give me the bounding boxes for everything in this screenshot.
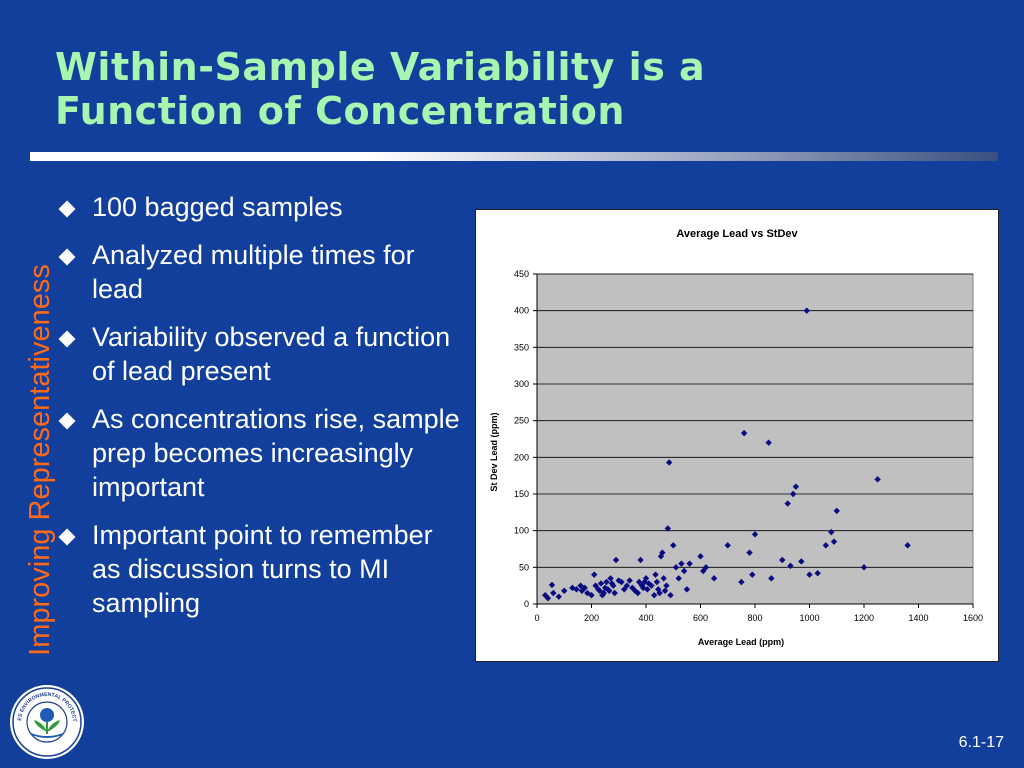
bullet-item: Important point to remember as discussio… (58, 518, 468, 620)
x-tick-label: 400 (638, 613, 653, 623)
bullet-text: Analyzed multiple times for lead (92, 240, 415, 304)
bullet-item: Analyzed multiple times for lead (58, 238, 468, 306)
x-tick-label: 800 (747, 613, 762, 623)
epa-seal-logo: UNITED STATES ENVIRONMENTAL PROTECTION A… (9, 684, 84, 759)
bullet-text: 100 bagged samples (92, 192, 343, 222)
data-point (626, 577, 633, 584)
bullet-item: 100 bagged samples (58, 190, 468, 224)
data-point (618, 578, 625, 586)
data-point (561, 587, 568, 594)
data-point (806, 571, 813, 578)
data-point (612, 556, 620, 564)
data-point (789, 490, 797, 498)
x-tick-label: 600 (693, 613, 708, 623)
y-tick-label: 250 (514, 416, 529, 426)
bullet-text: Important point to remember as discussio… (92, 520, 433, 618)
scatter-chart: Average Lead vs StDev 0 50 100 150 200 250 300… (475, 209, 999, 662)
data-point (803, 307, 810, 314)
data-point (642, 575, 650, 582)
data-point (779, 556, 786, 564)
data-point (637, 556, 644, 564)
data-point (600, 589, 607, 597)
x-tick-label: 0 (534, 613, 539, 623)
data-point (653, 578, 661, 586)
y-tick-label: 400 (514, 306, 529, 316)
y-tick-label: 450 (514, 269, 529, 279)
x-tick-label: 200 (584, 613, 599, 623)
chart-title: Average Lead vs StDev (676, 228, 798, 240)
slide-title: Within-Sample Variability is a Function … (55, 45, 955, 133)
plot-area (536, 273, 974, 605)
data-point (738, 578, 745, 586)
data-point (710, 575, 718, 582)
bullet-text: Variability observed a function of lead … (92, 322, 451, 386)
data-point (751, 531, 759, 538)
bullet-item: As concentrations rise, sample prep beco… (58, 402, 468, 504)
y-tick-label: 150 (514, 489, 529, 499)
y-axis-label: St Dev Lead (ppm) (489, 412, 499, 491)
data-point (724, 542, 731, 549)
data-point (663, 582, 670, 589)
side-title: Improving Representativeness (24, 264, 56, 656)
data-point (683, 586, 691, 593)
data-point (833, 507, 840, 515)
chart-svg: Average Lead vs StDev 0 50 100 150 200 250 300… (489, 228, 983, 647)
data-point (550, 589, 557, 597)
bullet-list: 100 bagged samples Analyzed multiple tim… (58, 190, 468, 634)
slide-number: 6.1-17 (958, 734, 1004, 751)
data-point (597, 580, 605, 587)
data-point (634, 589, 642, 597)
x-tick-label: 1200 (854, 613, 874, 623)
data-point (588, 592, 595, 599)
x-tick-label: 1600 (963, 613, 983, 623)
data-point (615, 577, 622, 584)
data-point (860, 564, 868, 571)
diamond-bullet-icon (58, 528, 76, 546)
y-tick-label: 350 (514, 342, 529, 352)
data-point (635, 578, 643, 586)
data-point (670, 542, 677, 549)
data-point (611, 589, 618, 597)
bullet-item: Variability observed a function of lead … (58, 320, 468, 388)
data-point (697, 553, 704, 560)
data-point (792, 483, 800, 490)
data-point (603, 578, 610, 586)
plot-layer: 0 50 100 150 200 250 300 350 400 450 0 200 400 600 800… (514, 269, 983, 623)
data-point (581, 584, 588, 592)
slide-title-line2: Function of Concentration (55, 89, 625, 133)
data-point (656, 589, 663, 597)
title-divider (30, 152, 998, 161)
slide-title-line1: Within-Sample Variability is a (55, 45, 706, 89)
diamond-bullet-icon (58, 330, 76, 348)
data-point (765, 439, 772, 446)
y-tick-label: 200 (514, 452, 529, 462)
data-point (641, 578, 648, 586)
x-tick-label: 1000 (799, 613, 819, 623)
x-axis-label: Average Lead (ppm) (698, 637, 784, 647)
data-point (680, 567, 688, 575)
y-tick-label: 300 (514, 379, 529, 389)
y-tick-label: 50 (519, 562, 529, 572)
diamond-bullet-icon (58, 412, 76, 430)
bullet-text: As concentrations rise, sample prep beco… (92, 404, 460, 502)
diamond-bullet-icon (58, 248, 76, 266)
x-tick-label: 1400 (908, 613, 928, 623)
diamond-bullet-icon (58, 200, 76, 218)
y-tick-label: 100 (514, 526, 529, 536)
y-tick-label: 0 (524, 599, 529, 609)
data-point (874, 476, 881, 483)
